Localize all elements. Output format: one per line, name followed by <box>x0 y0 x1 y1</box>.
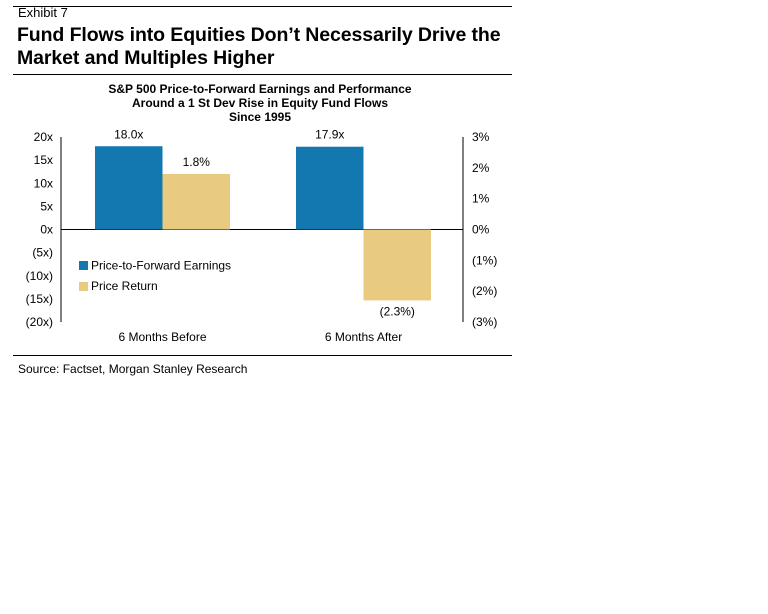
page-title: Fund Flows into Equities Don’t Necessari… <box>17 24 501 69</box>
chart-title: S&P 500 Price-to-Forward Earnings and Pe… <box>60 82 460 124</box>
source-note: Source: Factset, Morgan Stanley Research <box>18 362 248 376</box>
right-tick-label: (3%) <box>472 315 497 329</box>
left-tick-label: (20x) <box>26 315 53 329</box>
category-label: 6 Months After <box>325 330 402 344</box>
left-tick-label: 5x <box>40 199 53 213</box>
left-tick-label: 15x <box>34 153 53 167</box>
top-rule <box>13 6 512 7</box>
legend-swatch-price <box>79 282 88 291</box>
legend-label-pe: Price-to-Forward Earnings <box>91 259 231 273</box>
chart-title-line: Since 1995 <box>228 110 292 124</box>
right-tick-label: 2% <box>472 161 490 175</box>
legend-swatch-pe <box>79 261 88 270</box>
right-tick-label: (1%) <box>472 253 497 267</box>
left-tick-label: 10x <box>34 176 53 190</box>
bottom-rule <box>13 355 512 356</box>
left-tick-label: (5x) <box>32 246 53 260</box>
exhibit-label: Exhibit 7 <box>18 5 68 20</box>
bar-pe <box>296 146 364 230</box>
right-tick-label: (2%) <box>472 284 497 298</box>
left-tick-label: 20x <box>34 130 53 144</box>
right-tick-label: 0% <box>472 223 490 237</box>
title-rule <box>13 74 512 75</box>
left-tick-label: (15x) <box>26 292 53 306</box>
right-tick-label: 3% <box>472 130 490 144</box>
left-tick-label: 0x <box>40 223 53 237</box>
legend: Price-to-Forward Earnings Price Return <box>79 259 231 293</box>
data-label: (2.3%) <box>380 304 415 318</box>
chart-title-line: Around a 1 St Dev Rise in Equity Fund Fl… <box>131 96 389 110</box>
bar-pe <box>95 146 163 230</box>
chart-title-line: S&P 500 Price-to-Forward Earnings and Pe… <box>108 82 412 96</box>
data-label: 17.9x <box>315 128 344 142</box>
category-label: 6 Months Before <box>118 330 206 344</box>
bar-price-return <box>363 229 431 301</box>
left-tick-label: (10x) <box>26 269 53 283</box>
bar-price-return <box>162 174 230 230</box>
right-tick-label: 1% <box>472 192 490 206</box>
data-label: 1.8% <box>183 155 211 169</box>
data-label: 18.0x <box>114 127 143 141</box>
legend-label-price: Price Return <box>91 279 158 293</box>
